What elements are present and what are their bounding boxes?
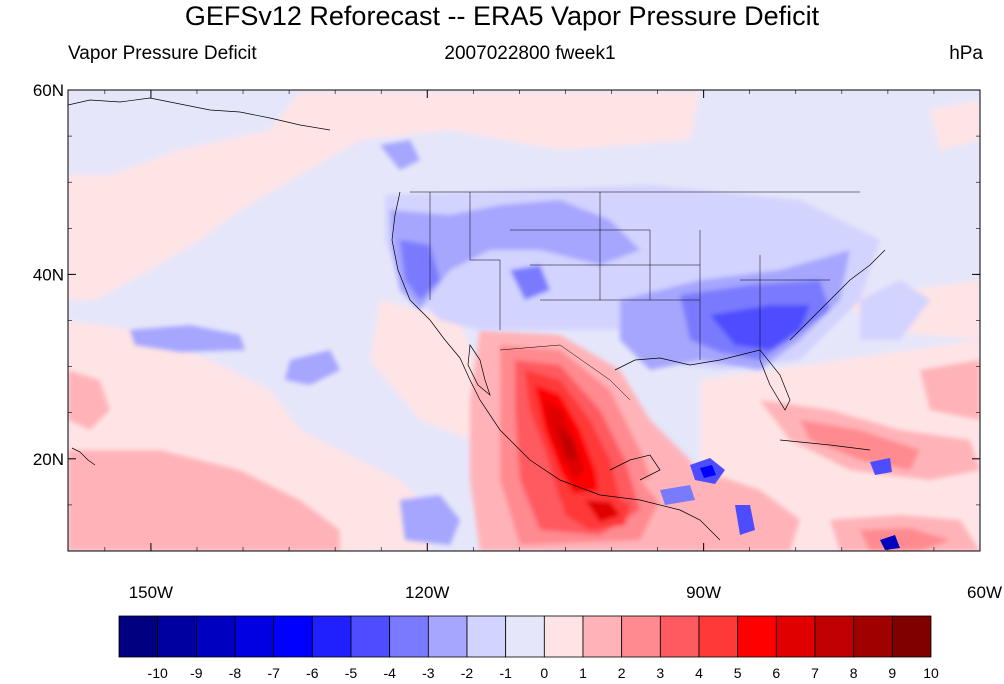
colorbar-label: 0 <box>540 665 548 681</box>
colorbar-box <box>427 615 468 658</box>
colorbar-label: -3 <box>422 665 435 681</box>
plot-title: GEFSv12 Reforecast -- ERA5 Vapor Pressur… <box>184 1 820 31</box>
lat-tick-label: 40N <box>33 265 64 284</box>
colorbar: -10 -9 -8 -7 -6 -5 -4 -3 -2 -1 0 1 2 3 4 5 6 7 8 9 10 <box>118 615 939 681</box>
colorbar-box <box>621 615 661 658</box>
forecast-date: 2007022800 fweek1 <box>444 43 616 64</box>
colorbar-label: 6 <box>772 665 780 681</box>
colorbar-box <box>775 615 816 658</box>
colorbar-box <box>311 615 352 658</box>
colorbar-label: -7 <box>267 665 280 681</box>
longitude-ticks: 150W 120W 90W 60W <box>104 90 1002 602</box>
colorbar-label: 1 <box>579 665 587 681</box>
colorbar-box <box>505 615 545 658</box>
colorbar-label: 5 <box>734 665 742 681</box>
lon-tick-label: 150W <box>129 583 173 602</box>
colorbar-label: -8 <box>229 665 242 681</box>
lon-tick-label: 60W <box>967 583 1002 602</box>
colorbar-label: 4 <box>695 665 703 681</box>
colorbar-box <box>853 615 893 658</box>
state-borders <box>410 191 860 401</box>
colorbar-box <box>582 615 623 658</box>
latitude-ticks: 60N 40N 20N <box>33 81 980 552</box>
coastlines <box>68 97 886 541</box>
colorbar-box <box>118 615 159 658</box>
colorbar-label: -9 <box>190 665 203 681</box>
units: hPa <box>949 43 983 64</box>
colorbar-label: 8 <box>850 665 858 681</box>
variable-name: Vapor Pressure Deficit <box>68 43 257 64</box>
colorbar-label: -6 <box>306 665 319 681</box>
colorbar-label: -1 <box>499 665 512 681</box>
colorbar-box <box>698 615 739 658</box>
colorbar-label: 2 <box>618 665 626 681</box>
colorbar-label: 3 <box>656 665 664 681</box>
colorbar-box <box>466 615 507 658</box>
lon-tick-label: 120W <box>405 583 449 602</box>
colorbar-box <box>234 615 275 658</box>
colorbar-box <box>350 615 391 658</box>
caribbean-negative-spots <box>660 458 900 550</box>
lat-tick-label: 20N <box>33 450 64 469</box>
colorbar-box <box>157 615 197 658</box>
colorbar-box <box>891 615 932 658</box>
colorbar-label: 7 <box>811 665 819 681</box>
colorbar-box <box>195 615 236 658</box>
colorbar-box <box>659 615 700 658</box>
lon-tick-label: 90W <box>686 583 721 602</box>
colorbar-box <box>737 615 777 658</box>
colorbar-label: -4 <box>383 665 396 681</box>
colorbar-label: 10 <box>923 665 939 681</box>
lat-tick-label: 60N <box>33 81 64 100</box>
colorbar-label: -10 <box>148 665 168 681</box>
colorbar-label: -5 <box>345 665 358 681</box>
colorbar-box <box>543 615 584 658</box>
colorbar-box <box>389 615 429 658</box>
colorbar-label: -2 <box>461 665 474 681</box>
colorbar-label: 9 <box>888 665 896 681</box>
colorbar-box <box>273 615 313 658</box>
colorbar-box <box>814 615 855 658</box>
